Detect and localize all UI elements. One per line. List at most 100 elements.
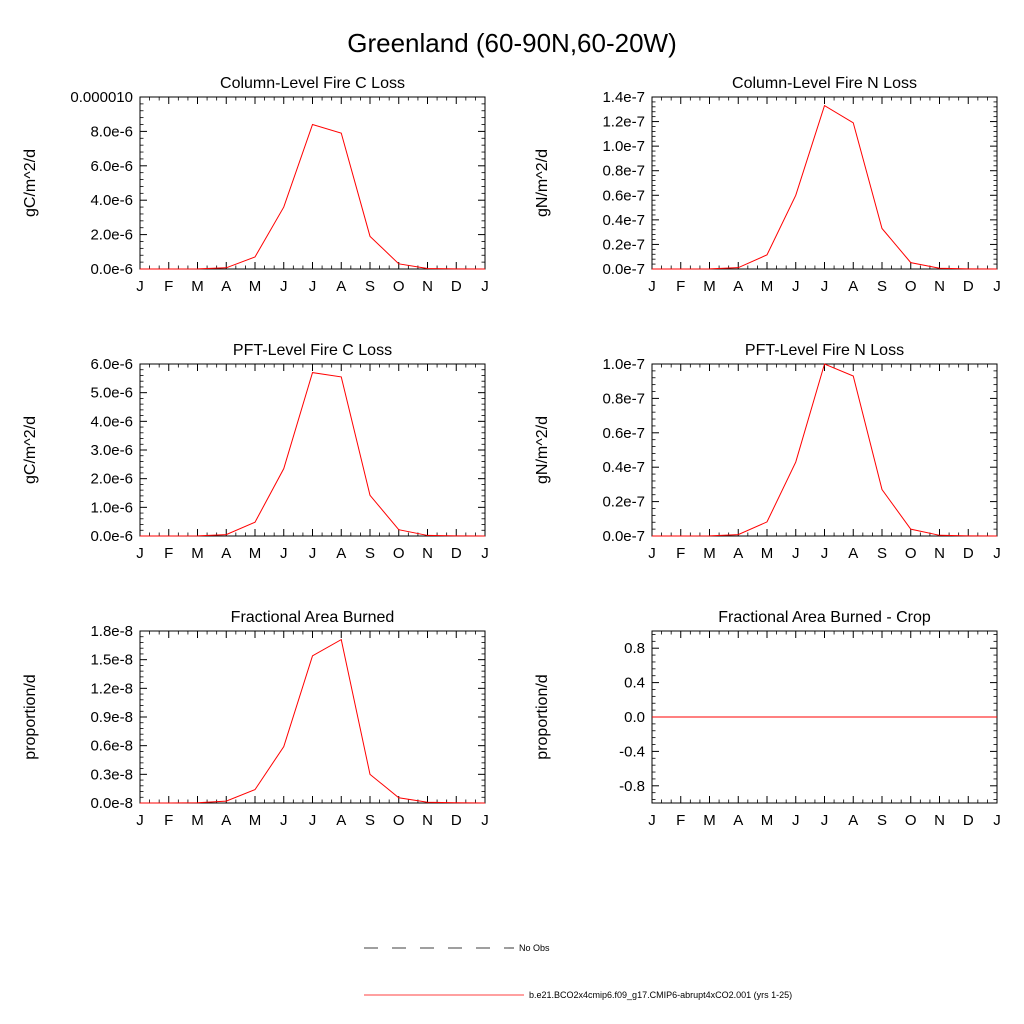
panel-3-frame (139, 363, 486, 537)
panel-1-ytick-label: 4.0e-6 (90, 192, 133, 209)
panel-3-ytick-label: 6.0e-6 (90, 356, 133, 373)
panel-4-xtick-label: J (648, 545, 656, 562)
panel-4-ytick-label: 1.0e-7 (602, 356, 645, 373)
panel-4-xtick-label: J (821, 545, 829, 562)
panel-6-title: Fractional Area Burned - Crop (718, 609, 931, 626)
panel-4-xtick-label: A (848, 545, 858, 562)
panel-2-xtick-label: F (676, 278, 685, 295)
panel-6-ytick-label: 0.0 (624, 709, 645, 726)
panel-3-ylabel: gC/m^2/d (22, 416, 39, 484)
panel-6-xtick-label: A (733, 812, 743, 829)
panel-1-xtick-label: N (422, 278, 433, 295)
panel-5-xtick-label: J (481, 812, 489, 829)
panel-5-title: Fractional Area Burned (231, 609, 395, 626)
panel-1-xtick-label: O (393, 278, 405, 295)
panel-6: Fractional Area Burned - Crop proportion/… (534, 609, 1001, 829)
panel-2-ylabel: gN/m^2/d (534, 149, 551, 217)
panel-4-xtick-label: S (877, 545, 887, 562)
legend-label-model: b.e21.BCO2x4cmip6.f09_g17.CMIP6-abrupt4x… (529, 990, 792, 1000)
panel-4-xtick-label: O (905, 545, 917, 562)
panel-3-ytick-label: 5.0e-6 (90, 385, 133, 402)
panel-4-xtick-label: F (676, 545, 685, 562)
panel-3-xtick-label: J (481, 545, 489, 562)
panel-5-ytick-label: 1.8e-8 (90, 623, 133, 640)
panel-5-ytick-label: 1.5e-8 (90, 652, 133, 669)
panel-2-xtick-label: M (761, 278, 774, 295)
panel-4-title: PFT-Level Fire N Loss (745, 342, 904, 359)
panel-1-xtick-label: J (481, 278, 489, 295)
panel-6-xtick-label: J (648, 812, 656, 829)
panel-1-title: Column-Level Fire C Loss (220, 75, 405, 92)
panel-3-xtick-label: A (336, 545, 346, 562)
panel-6-xtick-label: J (821, 812, 829, 829)
panel-2-xtick-label: A (848, 278, 858, 295)
panel-6-xtick-label: N (934, 812, 945, 829)
panel-3-ytick-label: 2.0e-6 (90, 471, 133, 488)
panel-5-xtick-label: A (336, 812, 346, 829)
panel-6-ytick-label: 0.8 (624, 640, 645, 657)
panel-2-ytick-label: 0.4e-7 (602, 212, 645, 229)
panel-1-frame (139, 96, 486, 270)
panel-6-xtick-label: A (848, 812, 858, 829)
panel-3-xtick-label: J (136, 545, 144, 562)
panel-3-series-line (140, 372, 486, 537)
legend-label-no-obs: No Obs (519, 943, 550, 953)
panel-5-ytick-label: 1.2e-8 (90, 680, 133, 697)
panel-2-frame (651, 96, 998, 270)
panel-4-ytick-label: 0.6e-7 (602, 425, 645, 442)
panel-1-xtick-label: M (249, 278, 262, 295)
panel-6-ylabel: proportion/d (534, 674, 551, 759)
panel-1-ytick-label: 8.0e-6 (90, 123, 133, 140)
panel-2-xtick-label: O (905, 278, 917, 295)
panel-6-ytick-label: -0.8 (619, 778, 645, 795)
panel-3-ytick-label: 1.0e-6 (90, 499, 133, 516)
panel-5-xtick-label: M (249, 812, 262, 829)
panel-2-title: Column-Level Fire N Loss (732, 75, 917, 92)
panel-1-xtick-label: M (191, 278, 204, 295)
panel-2-xtick-label: J (821, 278, 829, 295)
panel-6-xtick-label: M (761, 812, 774, 829)
panel-5-ytick-label: 0.9e-8 (90, 709, 133, 726)
panel-4-ytick-label: 0.4e-7 (602, 459, 645, 476)
panel-2-xtick-label: N (934, 278, 945, 295)
panel-1-xtick-label: D (451, 278, 462, 295)
panel-5-series-line (140, 638, 486, 804)
panel-5-xtick-label: S (365, 812, 375, 829)
panel-4-xtick-label: D (963, 545, 974, 562)
panel-1-ytick-label: 0.000010 (70, 89, 133, 106)
panel-2-xtick-label: D (963, 278, 974, 295)
panel-1-xtick-label: J (280, 278, 288, 295)
panel-5-xtick-label: J (309, 812, 317, 829)
panel-5-ytick-label: 0.6e-8 (90, 738, 133, 755)
panel-3-xtick-label: F (164, 545, 173, 562)
panel-2-ytick-label: 0.8e-7 (602, 163, 645, 180)
panel-1-xtick-label: F (164, 278, 173, 295)
panel-2-xtick-label: J (648, 278, 656, 295)
panel-1-xtick-label: S (365, 278, 375, 295)
panel-4-xtick-label: J (792, 545, 800, 562)
panel-3-xtick-label: O (393, 545, 405, 562)
panel-2-ytick-label: 1.4e-7 (602, 89, 645, 106)
panel-6-ytick-label: -0.4 (619, 743, 645, 760)
panel-2-ytick-label: 0.2e-7 (602, 236, 645, 253)
panel-3-xtick-label: J (280, 545, 288, 562)
panel-4-xtick-label: J (993, 545, 1001, 562)
panel-4-ytick-label: 0.2e-7 (602, 494, 645, 511)
panel-1-ylabel: gC/m^2/d (22, 149, 39, 217)
panel-1-xtick-label: A (336, 278, 346, 295)
panel-3-xtick-label: M (249, 545, 262, 562)
panel-4-xtick-label: M (761, 545, 774, 562)
panel-2-xtick-label: J (792, 278, 800, 295)
panel-2-ytick-label: 0.6e-7 (602, 187, 645, 204)
panel-5-ylabel: proportion/d (22, 674, 39, 759)
panel-5-xtick-label: J (136, 812, 144, 829)
panel-5-xtick-label: O (393, 812, 405, 829)
panel-4-xtick-label: N (934, 545, 945, 562)
panel-2-xtick-label: S (877, 278, 887, 295)
legend: No Obs b.e21.BCO2x4cmip6.f09_g17.CMIP6-a… (364, 943, 792, 1000)
panel-4-ytick-label: 0.0e-7 (602, 528, 645, 545)
